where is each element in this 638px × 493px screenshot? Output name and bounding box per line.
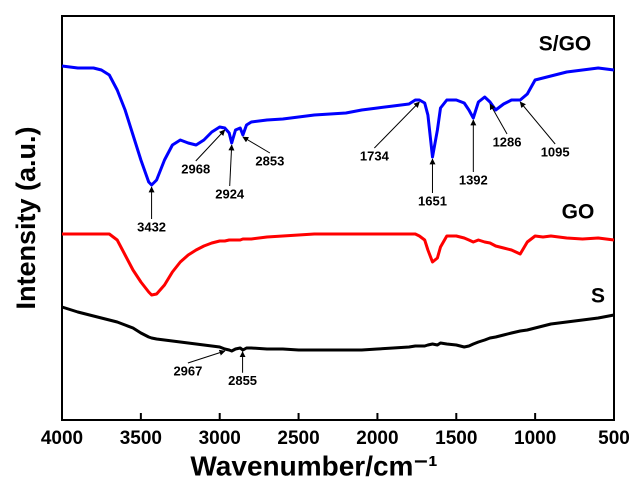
peak-arrow: [489, 103, 508, 135]
x-axis-title: Wavenumber/cm⁻¹: [190, 450, 437, 481]
series-label: S/GO: [539, 33, 592, 56]
series-line: [61, 64, 615, 187]
peak-label: 2855: [228, 373, 257, 388]
peak-label: 2968: [181, 161, 210, 176]
x-tick-label: 4000: [41, 428, 83, 449]
x-tick-label: 2500: [277, 428, 319, 449]
series-label: GO: [562, 201, 595, 224]
series-line: [62, 232, 615, 297]
x-tick-label: 3000: [199, 428, 241, 449]
peak-label: 1734: [360, 148, 390, 163]
peak-label: 3432: [137, 219, 166, 234]
peak-arrow: [374, 101, 420, 149]
peak-arrow: [242, 136, 271, 154]
plot-frame: [61, 15, 615, 421]
peak-label: 1392: [459, 172, 488, 187]
peak-arrow: [228, 144, 235, 187]
x-tick-label: 500: [598, 428, 630, 449]
y-axis-title: Intensity (a.u.): [11, 126, 41, 309]
peak-label: 1286: [493, 134, 522, 149]
x-tick-label: 3500: [120, 428, 162, 449]
peak-label: 2853: [255, 153, 284, 168]
peak-arrow: [519, 101, 556, 145]
x-tick-label: 1500: [435, 428, 477, 449]
x-tick-label: 1000: [514, 428, 556, 449]
peak-label: 2967: [173, 363, 202, 378]
series-label: S: [591, 285, 605, 308]
peak-label: 1651: [418, 193, 447, 208]
peak-arrow: [187, 349, 226, 364]
x-tick-label: 2000: [356, 428, 398, 449]
series-line: [61, 305, 615, 353]
peak-label: 2924: [215, 186, 245, 201]
peak-arrow: [195, 129, 226, 162]
peak-label: 1095: [541, 144, 570, 159]
